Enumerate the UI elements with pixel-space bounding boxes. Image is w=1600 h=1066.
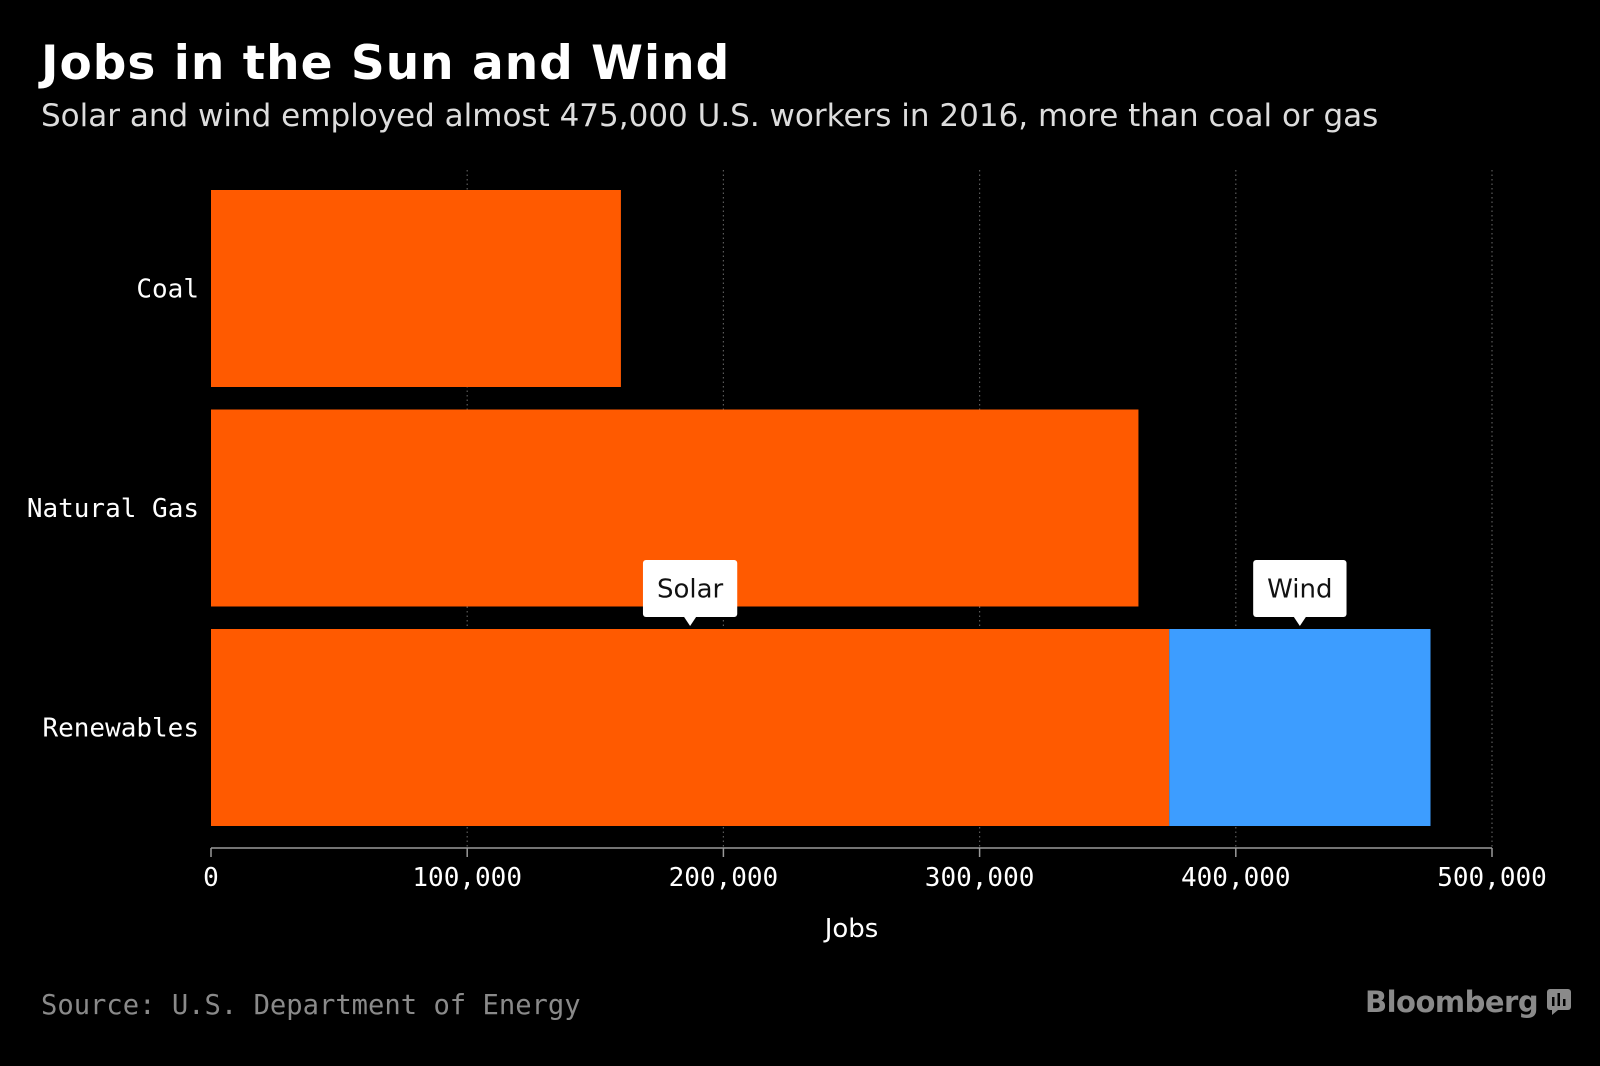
chart-subtitle: Solar and wind employed almost 475,000 U… bbox=[41, 98, 1379, 134]
x-axis-title: Jobs bbox=[823, 914, 879, 944]
annotation-wind-label: Wind bbox=[1267, 575, 1332, 605]
category-label-renewables: Renewables bbox=[42, 714, 199, 744]
source-note: Source: U.S. Department of Energy bbox=[41, 988, 581, 1021]
annotation-solar-pointer bbox=[684, 617, 697, 626]
bar-renewables-wind bbox=[1169, 629, 1431, 826]
annotation-wind-box bbox=[1253, 560, 1347, 617]
x-axis: 0 100,000 200,000 300,000 400,000 500,000 Jobs bbox=[203, 847, 1547, 944]
annotation-solar-box bbox=[642, 560, 738, 617]
bloomberg-chat-icon bbox=[1547, 989, 1572, 1015]
annotation-wind-pointer bbox=[1293, 617, 1306, 626]
annotation-solar-label: Solar bbox=[657, 575, 724, 605]
chart-title: Jobs in the Sun and Wind bbox=[41, 36, 731, 91]
brand-logo: Bloomberg bbox=[1365, 985, 1572, 1019]
y-axis-labels: Coal Natural Gas Renewables bbox=[27, 275, 199, 744]
x-tick-label-4: 400,000 bbox=[1181, 863, 1291, 893]
brand-name: Bloomberg bbox=[1365, 985, 1539, 1019]
category-label-natural-gas: Natural Gas bbox=[27, 494, 199, 524]
category-label-coal: Coal bbox=[136, 275, 199, 305]
x-tick-label-3: 300,000 bbox=[925, 863, 1035, 893]
x-tick-label-1: 100,000 bbox=[412, 863, 522, 893]
annotations: Solar Wind bbox=[642, 560, 1347, 626]
x-tick-label-0: 0 bbox=[203, 863, 219, 893]
x-tick-label-2: 200,000 bbox=[669, 863, 779, 893]
x-tick-label-5: 500,000 bbox=[1437, 863, 1547, 893]
bar-coal-solar bbox=[211, 190, 621, 387]
bar-renewables-solar bbox=[211, 629, 1170, 826]
bars bbox=[211, 190, 1431, 826]
